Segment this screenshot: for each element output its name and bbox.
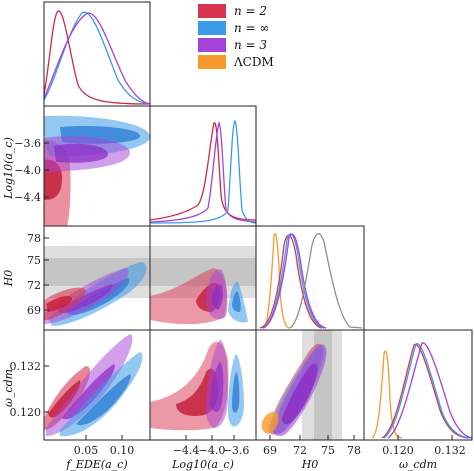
contour-inner-n3 bbox=[54, 143, 108, 163]
ylabel-h0: H0 bbox=[2, 270, 15, 288]
legend-swatch-n3 bbox=[198, 38, 226, 52]
panel-omega-vs-h0 bbox=[261, 330, 342, 440]
legend-label-n3: n = 3 bbox=[234, 38, 267, 52]
curve-h0-n3 bbox=[262, 233, 327, 329]
curve-logac-n2 bbox=[149, 122, 257, 221]
ytick-omega-0: 0.132 bbox=[10, 360, 42, 373]
ylabel-logac: Log10(a_c) bbox=[2, 137, 15, 200]
xtick-fede-1: 0.10 bbox=[110, 444, 135, 457]
xtick-logac-1: −4.0 bbox=[199, 444, 226, 457]
xlabel-fede: f_EDE(a_c) bbox=[65, 458, 127, 471]
contour-inner-ninf bbox=[232, 372, 240, 413]
tick-marks bbox=[44, 142, 453, 440]
curve-h0-lcdm bbox=[263, 233, 291, 329]
curve-fede-n2 bbox=[43, 10, 151, 105]
panel-logac-vs-fede bbox=[44, 115, 150, 226]
legend-swatch-ninf bbox=[198, 21, 226, 35]
panel-omega-1d bbox=[363, 329, 473, 441]
ytick-h0-0: 78 bbox=[27, 232, 41, 245]
curve-logac-ninf bbox=[149, 119, 257, 224]
legend-swatch-n2 bbox=[198, 4, 226, 18]
xtick-logac-2: −3.6 bbox=[223, 444, 250, 457]
ytick-h0-3: 69 bbox=[27, 304, 41, 317]
contour-inner-n2 bbox=[46, 296, 72, 312]
curve-h0-prior bbox=[289, 233, 363, 329]
xtick-h0-0: 69 bbox=[263, 444, 277, 457]
legend-label-ninf: n = ∞ bbox=[234, 21, 269, 35]
panel-h0-vs-logac bbox=[150, 246, 256, 325]
xtick-fede-0: 0.05 bbox=[74, 444, 99, 457]
contour-inner-n3 bbox=[210, 362, 224, 413]
ytick-omega-1: 0.120 bbox=[10, 406, 42, 419]
ytick-logac-1: −4.0 bbox=[14, 164, 41, 177]
panel-h0-vs-fede bbox=[44, 246, 150, 326]
axis-labels: f_EDE(a_c) Log10(a_c) H0 ω_cdm Log10(a_c… bbox=[2, 137, 437, 471]
panel-h0-1d bbox=[255, 225, 365, 331]
curve-logac-n3 bbox=[149, 121, 257, 223]
contour-inner-n2 bbox=[48, 380, 81, 418]
panel-logac-1d bbox=[149, 105, 257, 227]
contour-lcdm bbox=[261, 412, 279, 434]
xlabel-h0: H0 bbox=[301, 458, 319, 471]
legend-label-lcdm: ΛCDM bbox=[233, 55, 274, 69]
xtick-omega-1: 0.132 bbox=[434, 444, 466, 457]
xtick-logac-0: −4.4 bbox=[173, 444, 200, 457]
ytick-h0-2: 72 bbox=[27, 279, 41, 292]
curve-omega-ninf bbox=[383, 343, 471, 439]
contour-inner-n3 bbox=[212, 284, 223, 310]
ytick-h0-1: 75 bbox=[27, 254, 41, 267]
curve-omega-n2 bbox=[381, 343, 469, 439]
legend-swatch-lcdm bbox=[198, 55, 226, 69]
xtick-h0-3: 78 bbox=[347, 444, 361, 457]
x-tick-labels: 0.05 0.10 −4.4 −4.0 −3.6 69 72 75 78 0.1… bbox=[74, 444, 466, 457]
y-tick-labels: −3.6 −4.0 −4.4 78 75 72 69 0.132 0.120 bbox=[10, 137, 42, 419]
xtick-h0-2: 75 bbox=[321, 444, 335, 457]
panel-omega-vs-fede bbox=[44, 334, 143, 437]
ytick-logac-2: −4.4 bbox=[14, 191, 41, 204]
curve-omega-n3 bbox=[387, 342, 473, 439]
xlabel-logac: Log10(a_c) bbox=[171, 458, 234, 471]
legend: n = 2 n = ∞ n = 3 ΛCDM bbox=[198, 4, 274, 69]
curve-omega-lcdm bbox=[371, 350, 403, 439]
panel-frame-omega-vs-h0 bbox=[255, 329, 365, 441]
xlabel-omega: ω_cdm bbox=[399, 458, 437, 471]
legend-label-n2: n = 2 bbox=[234, 4, 267, 18]
ylabel-omega: ω_cdm bbox=[2, 369, 15, 407]
ytick-logac-0: −3.6 bbox=[14, 137, 41, 150]
curve-fede-ninf bbox=[43, 11, 151, 105]
contour-inner-n3 bbox=[62, 364, 115, 420]
contour-inner-ninf bbox=[232, 291, 241, 312]
panel-omega-vs-logac bbox=[150, 340, 244, 431]
xtick-omega-0: 0.120 bbox=[382, 444, 414, 457]
contour-inner-ninf bbox=[76, 374, 131, 426]
panel-fede-1d bbox=[43, 1, 151, 107]
contour-outer-ninf bbox=[60, 352, 143, 437]
contour-inner-n3 bbox=[282, 363, 318, 425]
xtick-h0-1: 72 bbox=[293, 444, 307, 457]
contour-outer-n3 bbox=[46, 334, 133, 436]
curve-fede-n3 bbox=[43, 12, 151, 105]
